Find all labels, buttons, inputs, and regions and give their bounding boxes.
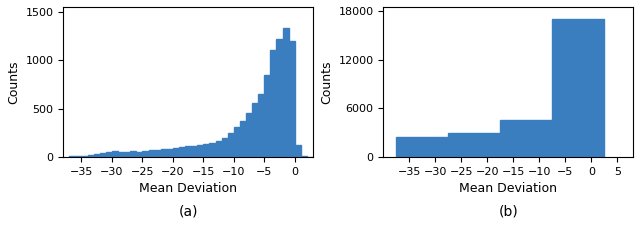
Bar <box>148 150 155 157</box>
Bar <box>282 28 289 157</box>
Bar <box>161 149 167 157</box>
Bar <box>500 120 552 157</box>
Bar <box>270 51 276 157</box>
Bar <box>246 113 252 157</box>
Bar <box>167 149 173 157</box>
Bar <box>130 151 136 157</box>
Bar <box>100 152 106 157</box>
Bar <box>552 19 604 157</box>
Y-axis label: Counts: Counts <box>7 60 20 104</box>
Bar <box>81 156 88 157</box>
Bar <box>209 143 216 157</box>
Bar <box>136 152 143 157</box>
Bar <box>191 146 197 157</box>
Bar <box>449 133 500 157</box>
Text: (b): (b) <box>499 205 518 219</box>
Bar <box>301 156 307 157</box>
Bar <box>252 103 258 157</box>
Bar <box>112 151 118 157</box>
Bar <box>258 94 264 157</box>
Bar <box>216 141 221 157</box>
Bar <box>106 152 112 157</box>
Bar <box>396 137 449 157</box>
Bar <box>240 121 246 157</box>
Bar <box>234 127 240 157</box>
Text: (a): (a) <box>179 205 198 219</box>
Bar <box>76 156 81 157</box>
Bar <box>88 156 93 157</box>
Bar <box>264 75 270 157</box>
Bar <box>197 145 204 157</box>
X-axis label: Mean Deviation: Mean Deviation <box>139 182 237 195</box>
Bar <box>185 146 191 157</box>
Bar <box>69 156 76 157</box>
Bar <box>179 147 185 157</box>
Y-axis label: Counts: Counts <box>320 60 333 104</box>
Bar <box>228 133 234 157</box>
Bar <box>93 154 100 157</box>
Bar <box>143 151 148 157</box>
Bar <box>221 138 228 157</box>
X-axis label: Mean Deviation: Mean Deviation <box>459 182 557 195</box>
Bar <box>289 41 294 157</box>
Bar <box>173 148 179 157</box>
Bar <box>204 144 209 157</box>
Bar <box>118 152 124 157</box>
Bar <box>276 39 282 157</box>
Bar <box>294 145 301 157</box>
Bar <box>155 150 161 157</box>
Bar <box>124 152 130 157</box>
